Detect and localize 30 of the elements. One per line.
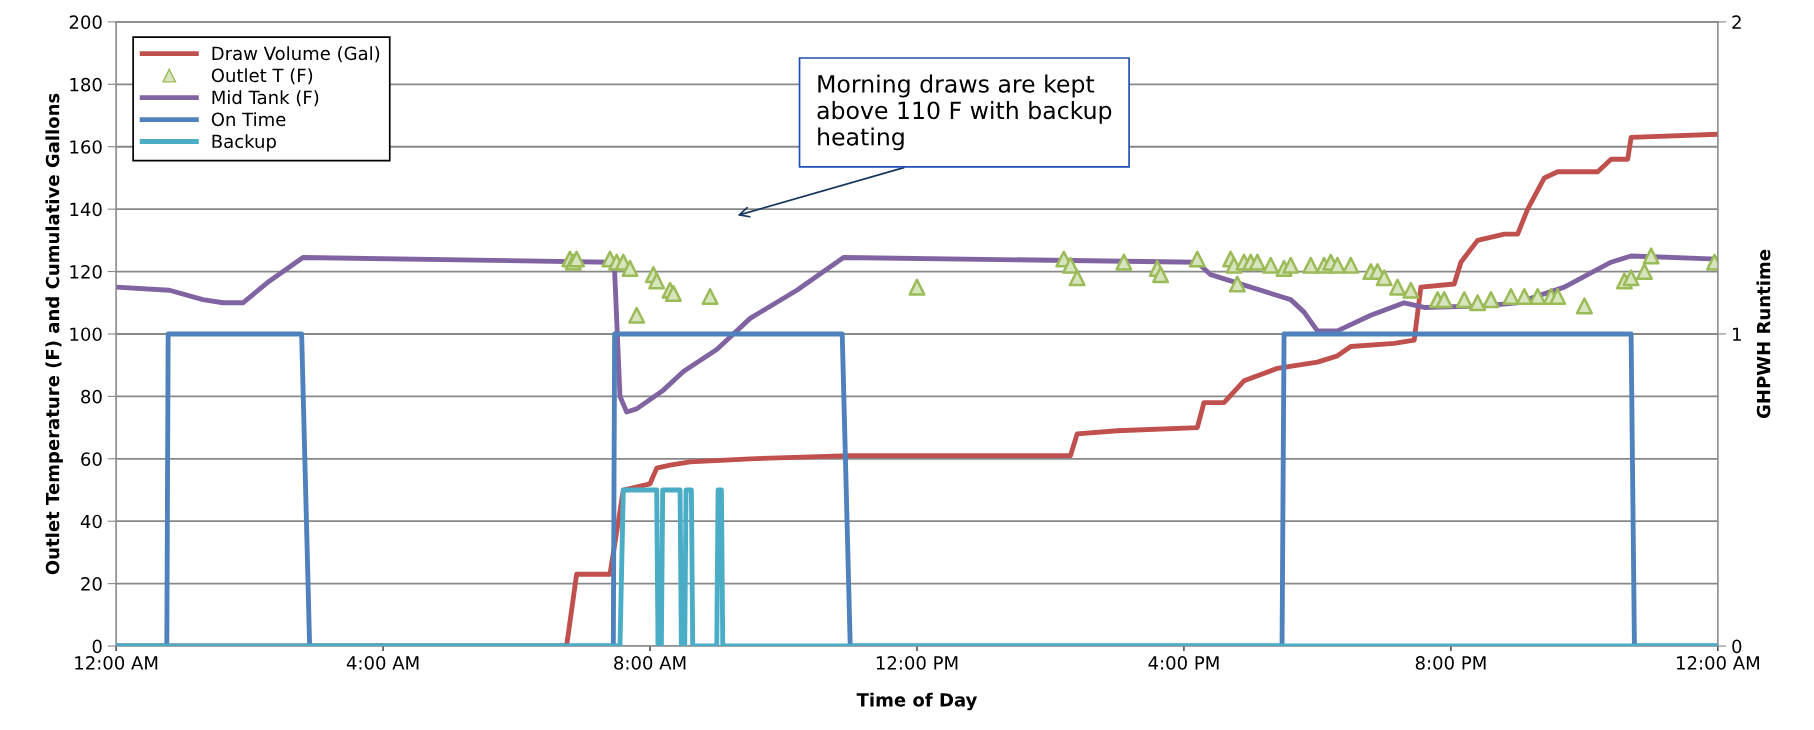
y2-tick-label: 1 [1733,327,1741,341]
y-tick-label: 60 [81,452,102,466]
x-tick-label: 12:00 PM [876,656,958,670]
y-tick-label: 0 [92,639,102,654]
legend-label: Backup [212,134,276,152]
legend-label: Outlet T (F) [211,68,313,85]
y-tick-label: 100 [70,327,102,342]
y-tick-label: 120 [70,265,102,279]
x-tick-label: 4:00 PM [1148,656,1219,670]
x-tick-label: 4:00 AM [346,656,419,670]
y-tick-label: 80 [81,389,102,404]
x-tick-label: 8:00 AM [614,656,686,670]
legend-label: Draw Volume (Gal) [212,46,380,63]
annotation: Morning draws are kept above 110 F with backup heating [817,74,1112,151]
legend-label: On Time [211,112,286,127]
y-tick-label: 20 [81,577,102,591]
legend-label: Mid Tank (F) [212,90,319,107]
y2-axis-title: GHPWH Runtime [1756,249,1771,419]
y-tick-label: 160 [70,140,102,154]
y-tick-label: 200 [69,15,102,30]
y2-tick-label: 0 [1732,639,1742,654]
x-tick-label: 8:00 PM [1415,656,1486,670]
y-tick-label: 140 [70,202,102,217]
y-tick-label: 40 [80,514,102,529]
x-tick-label: 12:00 AM [1676,656,1759,670]
y-tick-label: 180 [70,77,102,92]
y-axis-title: Outlet Temperature (F) and Cumulative Gallons [45,93,63,575]
y2-tick-label: 2 [1732,15,1741,29]
x-axis-title: Time of Day [856,692,978,711]
x-tick-label: 12:00 AM [75,656,158,670]
